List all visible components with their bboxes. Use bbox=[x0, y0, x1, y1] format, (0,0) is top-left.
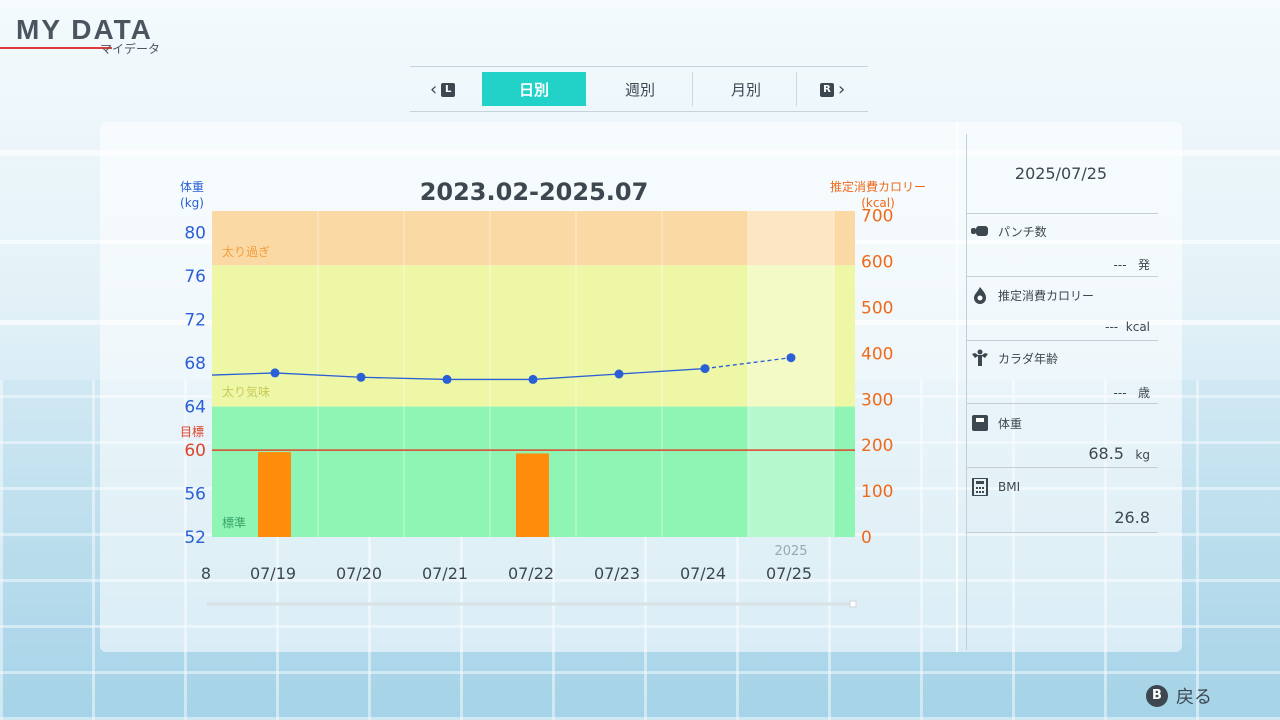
row-divider bbox=[966, 276, 1158, 277]
muscle-icon bbox=[972, 349, 988, 366]
punch-count-value: --- 発 bbox=[1113, 258, 1150, 272]
x-tick-label: 07/21 bbox=[422, 564, 468, 583]
target-label: 目標 bbox=[180, 425, 204, 439]
tab-divider bbox=[796, 72, 797, 106]
calorie-label: 推定消費カロリー bbox=[970, 286, 1094, 304]
page-logo: MY DATA マイデータ bbox=[0, 14, 160, 56]
right-axis-title: 推定消費カロリー bbox=[830, 179, 926, 194]
right-tick-label: 300 bbox=[861, 390, 893, 410]
tab-divider bbox=[692, 72, 693, 106]
l-button-icon: L bbox=[441, 82, 456, 97]
body-age-value: --- 歳 bbox=[1113, 386, 1150, 400]
left-tick-label: 64 bbox=[184, 398, 206, 418]
selected-day-highlight bbox=[748, 211, 834, 537]
right-tick-label: 600 bbox=[861, 253, 893, 273]
right-tick-label: 500 bbox=[861, 298, 893, 318]
right-tick-label: 400 bbox=[861, 344, 893, 364]
x-tick-label: 07/22 bbox=[508, 564, 554, 583]
body-age-label: カラダ年齢 bbox=[970, 349, 1058, 367]
page-subtitle: マイデータ bbox=[100, 42, 161, 56]
weight-point bbox=[270, 368, 280, 378]
left-tick-label: 76 bbox=[184, 267, 206, 287]
x-tick-label: 07/19 bbox=[250, 564, 296, 583]
summary-panel: 2025/07/25 パンチ数 --- 発 推定消費カロリー --- kcal … bbox=[958, 122, 1182, 652]
weight-projection-line bbox=[704, 357, 792, 370]
panel-divider bbox=[956, 122, 958, 652]
right-tick-label: 200 bbox=[861, 436, 893, 456]
weight-point bbox=[700, 364, 710, 374]
summary-date: 2025/07/25 bbox=[1014, 164, 1108, 183]
b-button-icon: B bbox=[1146, 685, 1168, 707]
back-button[interactable]: B 戻る bbox=[1146, 683, 1212, 709]
row-divider bbox=[966, 532, 1158, 533]
x-tick-label: 07/20 bbox=[336, 564, 382, 583]
right-tick-label: 100 bbox=[861, 482, 893, 502]
chevron-right-icon: › bbox=[838, 79, 846, 100]
scale-icon bbox=[972, 415, 988, 431]
zone-label: 太り過ぎ bbox=[222, 244, 270, 259]
calorie-value: --- kcal bbox=[1105, 320, 1150, 334]
punch-count-label: パンチ数 bbox=[970, 222, 1047, 240]
weight-point bbox=[614, 369, 624, 379]
calorie-bar bbox=[258, 452, 291, 537]
x-tick-label: 07/23 bbox=[594, 564, 640, 583]
row-divider bbox=[966, 213, 1158, 214]
prev-tab-button[interactable]: ‹ L bbox=[430, 79, 456, 100]
year-marker-label: 2025 bbox=[774, 544, 807, 559]
weight-point bbox=[442, 374, 452, 384]
r-button-icon: R bbox=[820, 82, 834, 97]
left-tick-label: 80 bbox=[184, 224, 206, 244]
left-tick-label: 52 bbox=[184, 528, 206, 548]
left-tick-label: 68 bbox=[184, 354, 206, 374]
zone-label: 太り気味 bbox=[222, 384, 270, 399]
tab-monthly[interactable]: 月別 bbox=[730, 80, 761, 99]
weight-point bbox=[356, 372, 366, 382]
right-tick-label: 0 bbox=[861, 528, 872, 548]
weight-label: 体重 bbox=[970, 414, 1022, 432]
weight-point bbox=[528, 374, 538, 384]
period-tabs: ‹ L 日別 週別 月別 R › bbox=[410, 66, 868, 112]
right-tick-label: 700 bbox=[861, 207, 893, 227]
left-tick-label: 60 bbox=[184, 441, 206, 461]
zone-label: 標準 bbox=[222, 515, 246, 530]
left-tick-label: 72 bbox=[184, 311, 206, 331]
x-tick-label: 07/24 bbox=[680, 564, 726, 583]
bmi-value: 26.8 bbox=[1114, 508, 1150, 527]
title-underline bbox=[0, 47, 112, 49]
row-divider bbox=[966, 340, 1158, 341]
back-label: 戻る bbox=[1176, 687, 1212, 708]
bmi-label: BMI bbox=[970, 478, 1020, 496]
tab-daily[interactable]: 日別 bbox=[482, 72, 586, 106]
page-title: MY DATA bbox=[16, 14, 153, 45]
left-axis-title: 体重 bbox=[180, 180, 204, 194]
chevron-left-icon: ‹ bbox=[430, 79, 438, 100]
summary-divider bbox=[966, 134, 967, 650]
row-divider bbox=[966, 403, 1158, 404]
row-divider bbox=[966, 467, 1158, 468]
calorie-bar bbox=[516, 453, 549, 537]
calculator-icon bbox=[972, 478, 988, 496]
flame-icon bbox=[974, 287, 986, 304]
weight-value: 68.5 kg bbox=[1088, 444, 1150, 463]
glove-icon bbox=[971, 226, 988, 236]
next-tab-button[interactable]: R › bbox=[820, 79, 845, 100]
x-tick-label: 07/25 bbox=[766, 564, 812, 583]
scrollbar-thumb bbox=[849, 600, 857, 608]
left-axis-unit: (kg) bbox=[180, 196, 204, 210]
right-axis-unit: (kcal) bbox=[861, 196, 895, 210]
left-tick-label: 56 bbox=[184, 485, 206, 505]
tab-weekly[interactable]: 週別 bbox=[624, 80, 655, 99]
weight-point bbox=[786, 353, 796, 363]
x-tick-label: 8 bbox=[201, 564, 211, 583]
chart-title: 2023.02-2025.07 bbox=[420, 178, 649, 206]
